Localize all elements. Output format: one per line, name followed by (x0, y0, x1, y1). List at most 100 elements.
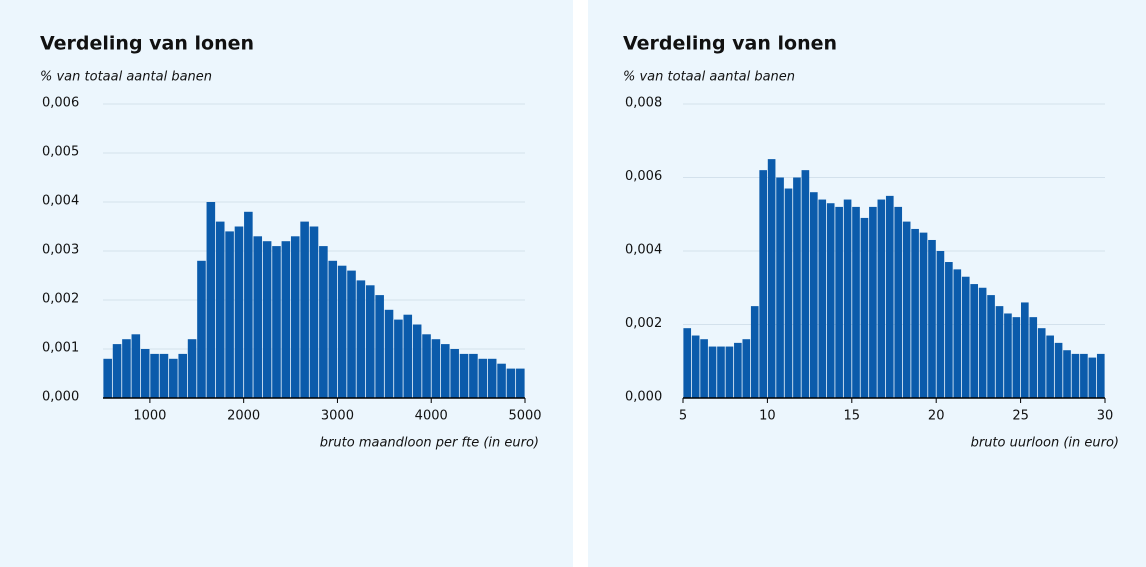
bar (375, 295, 384, 398)
bar (347, 270, 356, 398)
y-tick-label: 0,004 (42, 194, 79, 209)
bar (422, 334, 431, 398)
bar (987, 295, 995, 398)
x-tick-label: 25 (1012, 409, 1029, 424)
bar (945, 262, 953, 398)
y-tick-label: 0,003 (42, 243, 79, 258)
bar (431, 339, 441, 398)
bar (159, 353, 169, 398)
x-tick-label: 2000 (227, 409, 260, 424)
bar (225, 231, 234, 398)
bar (1063, 350, 1071, 398)
bar (394, 319, 403, 398)
x-axis-label: bruto maandloon per fte (in euro) (320, 436, 539, 451)
bar (818, 199, 827, 398)
bar (487, 358, 497, 398)
bar (234, 226, 244, 398)
bar (1037, 328, 1046, 398)
bar (961, 276, 970, 398)
bar (953, 269, 962, 398)
bar (936, 251, 945, 398)
y-tick-label: 0,006 (42, 96, 79, 111)
bar (793, 177, 801, 398)
bar (970, 284, 978, 398)
bar (384, 309, 394, 398)
bar (497, 363, 506, 398)
bar (206, 202, 216, 398)
bar (244, 211, 253, 398)
bar (784, 188, 793, 398)
bar (995, 306, 1004, 398)
bar (742, 339, 751, 398)
bar (700, 339, 708, 398)
bar (197, 260, 206, 398)
y-tick-label: 0,002 (42, 292, 79, 307)
x-tick-label: 20 (928, 409, 945, 424)
bar (131, 334, 141, 398)
bar (450, 349, 459, 398)
bar (835, 206, 843, 398)
bar (215, 221, 225, 398)
bar (516, 368, 525, 398)
bar (169, 358, 178, 398)
bar (309, 226, 319, 398)
bar (691, 335, 700, 398)
y-tick-label: 0,000 (42, 390, 79, 405)
bar (1054, 342, 1063, 398)
bar (459, 353, 469, 398)
bar (319, 246, 328, 398)
bar (911, 228, 919, 398)
bar (187, 339, 197, 398)
y-tick-label: 0,005 (42, 145, 79, 160)
x-tick-label: 10 (759, 409, 776, 424)
bar (403, 314, 413, 398)
bar (469, 353, 478, 398)
x-tick-label: 15 (844, 409, 861, 424)
bar (717, 346, 725, 398)
bar (885, 195, 894, 398)
bar (441, 344, 450, 398)
bar (122, 339, 131, 398)
bar (272, 246, 281, 398)
x-tick-label: 30 (1097, 409, 1114, 424)
x-axis-label: bruto uurloon (in euro) (971, 436, 1119, 451)
bar (843, 199, 852, 398)
subtitle: % van totaal aantal banen (623, 70, 795, 85)
bar (1046, 335, 1054, 398)
bar (140, 349, 150, 398)
bar (683, 328, 692, 398)
x-tick-label: 1000 (133, 409, 166, 424)
y-tick-label: 0,006 (625, 169, 662, 184)
bar (290, 236, 300, 398)
bar (150, 353, 159, 398)
bar (978, 287, 987, 398)
bar (902, 221, 911, 398)
bar (262, 241, 272, 398)
bar (300, 221, 309, 398)
bar (894, 206, 903, 398)
bar (725, 346, 734, 398)
y-tick-label: 0,001 (42, 341, 79, 356)
chart-title: Verdeling van lonen (623, 33, 837, 55)
bar (281, 241, 291, 398)
bar (919, 232, 928, 398)
bar (1029, 317, 1038, 398)
bar (1004, 313, 1012, 398)
bar (365, 285, 375, 398)
bar (801, 170, 810, 398)
bar (356, 280, 366, 398)
bar (759, 170, 767, 398)
bar (860, 217, 869, 398)
x-tick-label: 4000 (415, 409, 448, 424)
bar (708, 346, 717, 398)
subtitle: % van totaal aantal banen (40, 70, 212, 85)
bar (928, 239, 936, 398)
bar (112, 344, 122, 398)
bar (103, 358, 112, 398)
bar (337, 265, 347, 398)
bar (1096, 353, 1105, 398)
bar (1080, 353, 1088, 398)
bar (1021, 302, 1029, 398)
bar (1012, 317, 1021, 398)
